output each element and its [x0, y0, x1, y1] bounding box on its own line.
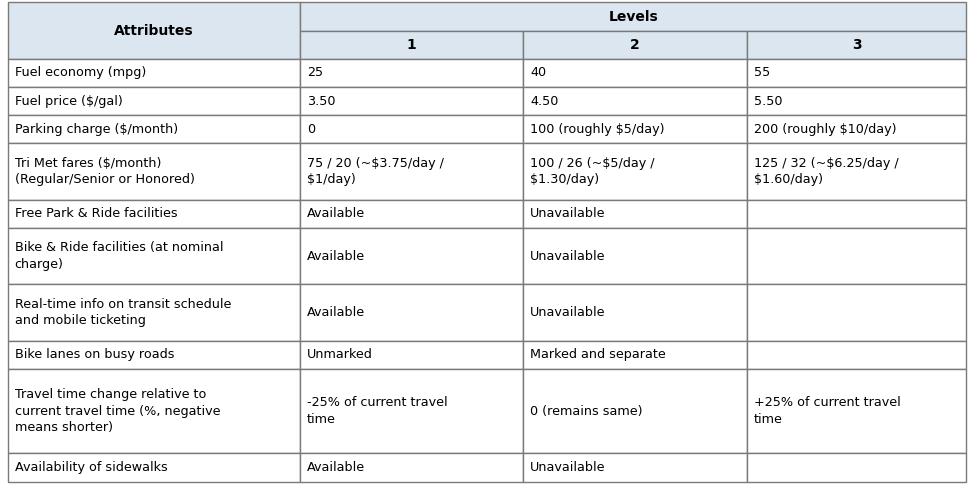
Bar	[747, 369, 966, 454]
Text: Availability of sidewalks: Availability of sidewalks	[15, 461, 168, 474]
Text: Available: Available	[307, 207, 365, 220]
Bar	[8, 200, 300, 228]
Bar	[523, 87, 747, 115]
Bar	[523, 200, 747, 228]
Bar	[523, 143, 747, 200]
Text: 55: 55	[754, 66, 769, 79]
Bar	[300, 200, 523, 228]
Bar	[8, 454, 300, 482]
Text: 125 / 32 (~$6.25/day /
$1.60/day): 125 / 32 (~$6.25/day / $1.60/day)	[754, 157, 898, 186]
Bar	[300, 115, 523, 143]
Text: -25% of current travel
time: -25% of current travel time	[307, 396, 447, 426]
Text: Available: Available	[307, 306, 365, 319]
Bar	[747, 228, 966, 284]
Text: 100 / 26 (~$5/day /
$1.30/day): 100 / 26 (~$5/day / $1.30/day)	[530, 157, 655, 186]
Text: 200 (roughly $10/day): 200 (roughly $10/day)	[754, 123, 896, 136]
Text: Levels: Levels	[609, 10, 658, 24]
Text: Fuel economy (mpg): Fuel economy (mpg)	[15, 66, 146, 79]
Bar	[523, 454, 747, 482]
Bar	[300, 30, 523, 59]
Text: Tri Met fares ($/month)
(Regular/Senior or Honored): Tri Met fares ($/month) (Regular/Senior …	[15, 157, 195, 186]
Bar	[300, 59, 523, 87]
Text: Travel time change relative to
current travel time (%, negative
means shorter): Travel time change relative to current t…	[15, 388, 220, 434]
Bar	[523, 228, 747, 284]
Bar	[523, 369, 747, 454]
Text: 1: 1	[407, 38, 417, 52]
Text: Available: Available	[307, 250, 365, 263]
Bar	[747, 200, 966, 228]
Text: 3: 3	[851, 38, 861, 52]
Text: Attributes: Attributes	[114, 24, 194, 38]
Text: Unmarked: Unmarked	[307, 348, 373, 361]
Bar	[747, 284, 966, 341]
Text: 100 (roughly $5/day): 100 (roughly $5/day)	[530, 123, 664, 136]
Text: 0 (remains same): 0 (remains same)	[530, 405, 643, 418]
Text: 75 / 20 (~$3.75/day /
$1/day): 75 / 20 (~$3.75/day / $1/day)	[307, 157, 444, 186]
Bar	[523, 284, 747, 341]
Bar	[300, 2, 966, 30]
Bar	[8, 369, 300, 454]
Bar	[747, 454, 966, 482]
Text: Bike lanes on busy roads: Bike lanes on busy roads	[15, 348, 174, 361]
Bar	[300, 284, 523, 341]
Text: Unavailable: Unavailable	[530, 250, 606, 263]
Bar	[300, 87, 523, 115]
Bar	[747, 30, 966, 59]
Bar	[523, 115, 747, 143]
Bar	[747, 143, 966, 200]
Text: Free Park & Ride facilities: Free Park & Ride facilities	[15, 207, 177, 220]
Text: Unavailable: Unavailable	[530, 306, 606, 319]
Bar	[8, 59, 300, 87]
Bar	[300, 143, 523, 200]
Text: 5.50: 5.50	[754, 94, 782, 107]
Bar	[747, 87, 966, 115]
Text: Unavailable: Unavailable	[530, 461, 606, 474]
Bar	[747, 115, 966, 143]
Bar	[8, 228, 300, 284]
Bar	[300, 228, 523, 284]
Bar	[8, 143, 300, 200]
Text: 4.50: 4.50	[530, 94, 559, 107]
Bar	[8, 2, 300, 59]
Text: Real-time info on transit schedule
and mobile ticketing: Real-time info on transit schedule and m…	[15, 298, 231, 327]
Text: Unavailable: Unavailable	[530, 207, 606, 220]
Bar	[300, 341, 523, 369]
Text: Marked and separate: Marked and separate	[530, 348, 666, 361]
Text: 0: 0	[307, 123, 315, 136]
Bar	[8, 115, 300, 143]
Bar	[523, 30, 747, 59]
Text: 3.50: 3.50	[307, 94, 335, 107]
Bar	[8, 341, 300, 369]
Bar	[300, 454, 523, 482]
Text: 25: 25	[307, 66, 323, 79]
Bar	[523, 341, 747, 369]
Text: Bike & Ride facilities (at nominal
charge): Bike & Ride facilities (at nominal charg…	[15, 242, 223, 271]
Text: Parking charge ($/month): Parking charge ($/month)	[15, 123, 177, 136]
Text: +25% of current travel
time: +25% of current travel time	[754, 396, 900, 426]
Bar	[8, 284, 300, 341]
Bar	[523, 59, 747, 87]
Bar	[747, 341, 966, 369]
Bar	[300, 369, 523, 454]
Text: 40: 40	[530, 66, 546, 79]
Bar	[747, 59, 966, 87]
Text: 2: 2	[630, 38, 640, 52]
Text: Available: Available	[307, 461, 365, 474]
Text: Fuel price ($/gal): Fuel price ($/gal)	[15, 94, 123, 107]
Bar	[8, 87, 300, 115]
